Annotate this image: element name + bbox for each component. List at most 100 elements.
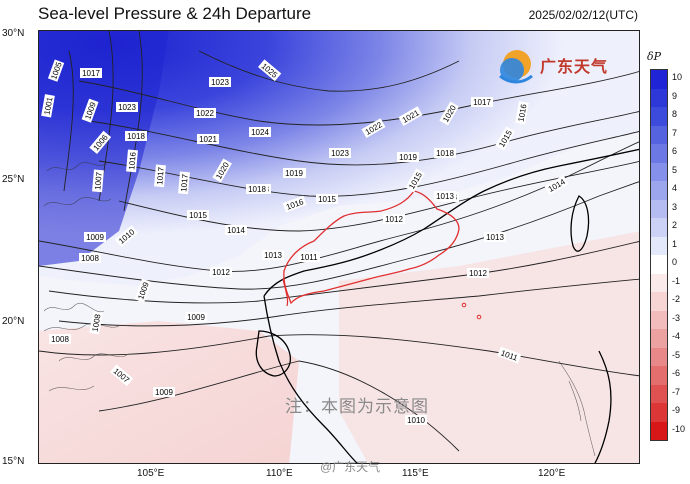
- colorbar-segment: [651, 107, 667, 126]
- terrain-contours: [43, 162, 596, 457]
- isobar-label: 1001: [41, 94, 55, 118]
- colorbar: [650, 69, 668, 441]
- svg-text:1023: 1023: [211, 78, 229, 87]
- colorbar-segment: [651, 273, 667, 292]
- isobar-label: 1009: [153, 387, 175, 397]
- isobar-label: 1018: [246, 184, 268, 194]
- isobar-label: 1009: [185, 312, 207, 322]
- coastline: [255, 148, 639, 463]
- colorbar-segment: [651, 181, 667, 200]
- lat-label-25n: 25°N: [2, 174, 25, 185]
- colorbar-tick-label: 0: [672, 257, 678, 268]
- colorbar-tick-label: 2: [672, 220, 678, 231]
- guangdong-border: [283, 190, 460, 305]
- svg-text:1015: 1015: [318, 195, 336, 204]
- lon-label-115e: 115°E: [402, 468, 429, 479]
- isobar-label: 1008: [49, 334, 71, 344]
- isobar-label: 1022: [194, 108, 216, 118]
- map-canvas: 1005 1017 1023 1025 1001 1009 1023 1022 …: [39, 31, 639, 463]
- svg-text:1023: 1023: [118, 103, 136, 112]
- isobar-label: 1008: [79, 253, 101, 263]
- svg-text:1017: 1017: [155, 166, 166, 185]
- svg-text:1008: 1008: [81, 254, 99, 263]
- colorbar-tick-label: -7: [672, 386, 681, 397]
- colorbar-tick-label: 9: [672, 90, 678, 101]
- colorbar-segment: [651, 403, 667, 422]
- timestamp: 2025/02/02/12(UTC): [528, 8, 638, 22]
- colorbar-segment: [651, 292, 667, 311]
- svg-text:1009: 1009: [155, 388, 173, 397]
- island-marker-2: [476, 314, 482, 320]
- isobar-label: 1017: [471, 97, 493, 107]
- svg-text:1017: 1017: [179, 173, 190, 192]
- colorbar-segment: [651, 199, 667, 218]
- isobar-label: 1023: [116, 102, 138, 112]
- colorbar-tick-label: 7: [672, 127, 678, 138]
- colorbar-tick-label: -3: [672, 312, 681, 323]
- chart-title: Sea-level Pressure & 24h Departure: [38, 4, 312, 23]
- isobar-label: 1014: [225, 225, 247, 235]
- isobar-label: 1023: [329, 148, 351, 158]
- isobar-label: 1007: [92, 169, 104, 193]
- colorbar-segment: [651, 162, 667, 181]
- isobar-label: 1009: [84, 232, 106, 242]
- svg-text:1019: 1019: [285, 169, 303, 178]
- isobar-label: 1011: [298, 252, 320, 262]
- svg-text:1013: 1013: [264, 251, 282, 260]
- svg-text:1019: 1019: [399, 153, 417, 162]
- isobar-label: 1019: [397, 152, 419, 162]
- svg-text:1014: 1014: [227, 226, 245, 235]
- svg-text:1001: 1001: [43, 96, 55, 116]
- colorbar-tick-label: -6: [672, 368, 681, 379]
- isobar-label: 1016: [126, 149, 138, 173]
- colorbar-tick-label: -2: [672, 294, 681, 305]
- isobar-label: 1008: [89, 311, 103, 335]
- colorbar-tick-label: 10: [672, 72, 683, 83]
- svg-text:1008: 1008: [91, 313, 103, 333]
- svg-text:1022: 1022: [196, 109, 214, 118]
- weather-service-logo: [499, 50, 533, 84]
- isobar-label: 1013: [484, 232, 506, 242]
- isobar-label: 1017: [80, 68, 102, 78]
- disclaimer-watermark: 注：本图为示意图: [285, 397, 429, 416]
- isobar-label: 1019: [283, 168, 305, 178]
- svg-text:1012: 1012: [469, 269, 487, 278]
- isobar-label: 1016: [515, 101, 529, 125]
- colorbar-segment: [651, 310, 667, 329]
- lat-label-20n: 20°N: [2, 316, 25, 327]
- lon-label-105e: 105°E: [137, 468, 165, 479]
- lon-label-120e: 120°E: [538, 468, 566, 479]
- lon-label-110e: 110°E: [266, 468, 293, 479]
- pressure-map[interactable]: 1005 1017 1023 1025 1001 1009 1023 1022 …: [38, 30, 640, 464]
- svg-text:1018: 1018: [248, 185, 266, 194]
- isobars: [39, 31, 639, 452]
- lat-label-30n: 30°N: [2, 28, 25, 39]
- svg-text:1016: 1016: [517, 103, 529, 123]
- isobar-label: 1018: [125, 131, 147, 141]
- colorbar-tick-label: 5: [672, 164, 678, 175]
- island-marker-1: [461, 302, 467, 308]
- logo-text: 广东天气: [540, 59, 609, 76]
- colorbar-tick-label: -4: [672, 331, 681, 342]
- svg-text:1018: 1018: [127, 132, 145, 141]
- colorbar-segment: [651, 125, 667, 144]
- svg-text:1023: 1023: [331, 149, 349, 158]
- colorbar-tick-label: 6: [672, 146, 678, 157]
- isobar-label: 1023: [209, 77, 231, 87]
- colorbar-segment: [651, 347, 667, 366]
- colorbar-segment: [651, 384, 667, 403]
- colorbar-segment: [651, 144, 667, 163]
- svg-text:1012: 1012: [212, 268, 230, 277]
- colorbar-segment: [651, 236, 667, 255]
- colorbar-tick-label: -5: [672, 349, 681, 360]
- isobar-label: 1010: [405, 415, 427, 425]
- isobar-label: 1015: [187, 210, 209, 220]
- svg-text:1008: 1008: [51, 335, 69, 344]
- colorbar-segment: [651, 366, 667, 385]
- colorbar-tick-label: 8: [672, 109, 678, 120]
- svg-text:1013: 1013: [486, 233, 504, 242]
- svg-text:1010: 1010: [407, 416, 425, 425]
- colorbar-tick-label: 1: [672, 238, 678, 249]
- leizhou-border: [282, 278, 289, 307]
- lat-label-15n: 15°N: [2, 456, 25, 467]
